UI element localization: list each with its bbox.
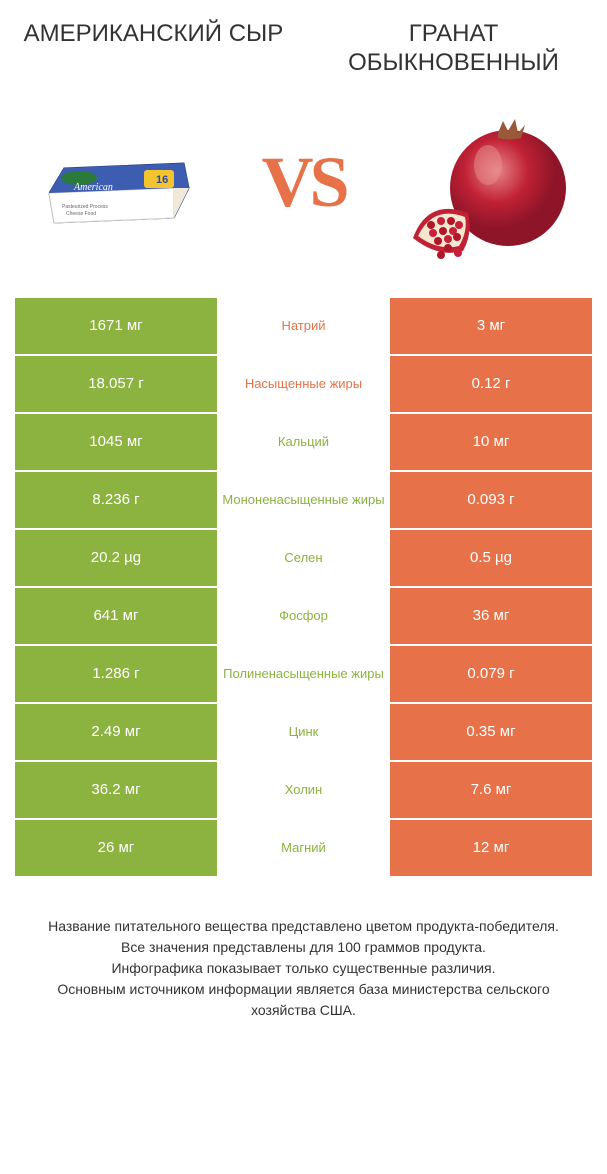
table-row: 641 мгФосфор36 мг [15,588,592,644]
left-value: 1671 мг [15,298,217,354]
left-product-title: АМЕРИКАНСКИЙ СЫР [15,20,292,78]
cheese-icon: American 16 Pasteurized Process Cheese F… [34,123,204,243]
comparison-table: 1671 мгНатрий3 мг18.057 гНасыщенные жиры… [15,298,592,876]
table-row: 18.057 гНасыщенные жиры0.12 г [15,356,592,412]
table-row: 1.286 гПолиненасыщенные жиры0.079 г [15,646,592,702]
images-row: American 16 Pasteurized Process Cheese F… [15,98,592,268]
footer-line-4: Основным источником информации является … [30,979,577,1021]
nutrient-label: Магний [217,820,390,876]
nutrient-label: Селен [217,530,390,586]
nutrient-label: Кальций [217,414,390,470]
left-value: 26 мг [15,820,217,876]
left-value: 1045 мг [15,414,217,470]
nutrient-label: Натрий [217,298,390,354]
right-value: 0.35 мг [390,704,592,760]
nutrient-label: Холин [217,762,390,818]
right-value: 0.093 г [390,472,592,528]
footer-line-2: Все значения представлены для 100 граммо… [30,937,577,958]
left-value: 8.236 г [15,472,217,528]
right-value: 10 мг [390,414,592,470]
svg-text:Pasteurized Process: Pasteurized Process [62,204,108,210]
table-row: 1671 мгНатрий3 мг [15,298,592,354]
pomegranate-icon [403,103,573,263]
table-row: 26 мгМагний12 мг [15,820,592,876]
left-value: 18.057 г [15,356,217,412]
nutrient-label: Мононенасыщенные жиры [217,472,390,528]
left-value: 2.49 мг [15,704,217,760]
footer-line-3: Инфографика показывает только существенн… [30,958,577,979]
table-row: 20.2 µgСелен0.5 µg [15,530,592,586]
right-value: 3 мг [390,298,592,354]
header-row: АМЕРИКАНСКИЙ СЫР ГРАНАТ ОБЫКНОВЕННЫЙ [15,20,592,78]
right-value: 7.6 мг [390,762,592,818]
right-product-title: ГРАНАТ ОБЫКНОВЕННЫЙ [315,20,592,78]
right-value: 12 мг [390,820,592,876]
table-row: 1045 мгКальций10 мг [15,414,592,470]
table-row: 36.2 мгХолин7.6 мг [15,762,592,818]
table-row: 2.49 мгЦинк0.35 мг [15,704,592,760]
left-product-image: American 16 Pasteurized Process Cheese F… [15,98,223,268]
right-value: 0.12 г [390,356,592,412]
right-product-image [384,98,592,268]
left-value: 20.2 µg [15,530,217,586]
svg-text:American: American [73,182,113,193]
nutrient-label: Цинк [217,704,390,760]
right-value: 36 мг [390,588,592,644]
nutrient-label: Насыщенные жиры [217,356,390,412]
right-value: 0.5 µg [390,530,592,586]
left-value: 641 мг [15,588,217,644]
right-value: 0.079 г [390,646,592,702]
svg-text:16: 16 [156,174,168,186]
left-value: 1.286 г [15,646,217,702]
footer-text: Название питательного вещества представл… [15,916,592,1021]
footer-line-1: Название питательного вещества представл… [30,916,577,937]
nutrient-label: Фосфор [217,588,390,644]
svg-text:Cheese Food: Cheese Food [66,211,96,217]
left-value: 36.2 мг [15,762,217,818]
table-row: 8.236 гМононенасыщенные жиры0.093 г [15,472,592,528]
nutrient-label: Полиненасыщенные жиры [217,646,390,702]
vs-label: VS [261,141,345,224]
